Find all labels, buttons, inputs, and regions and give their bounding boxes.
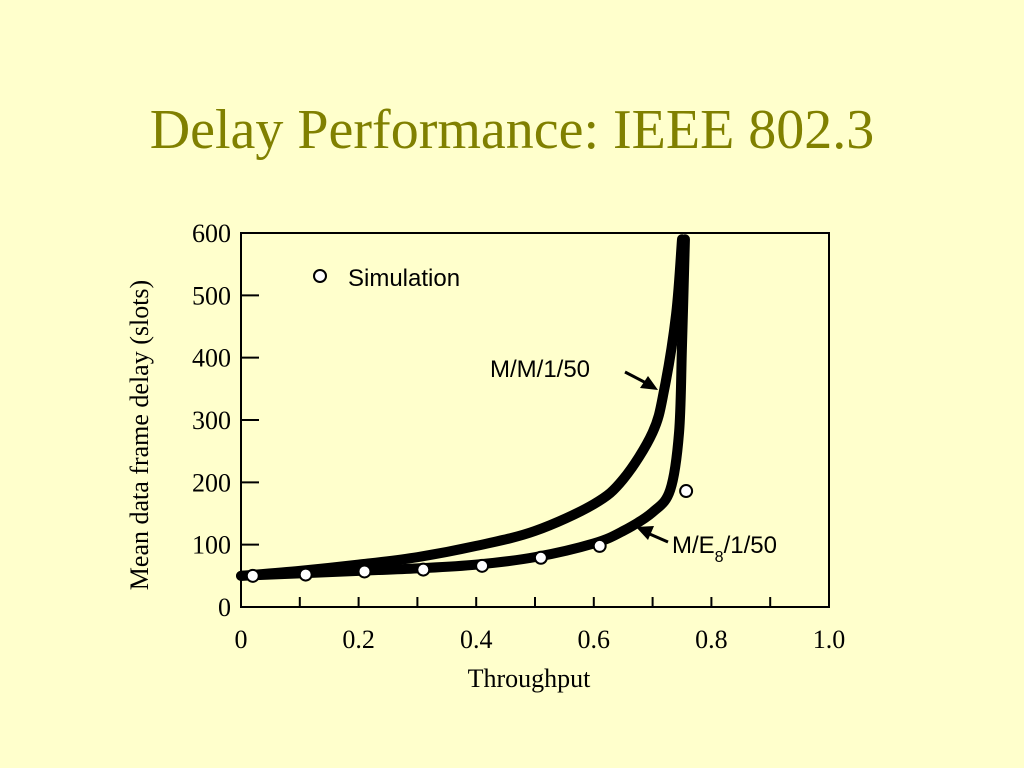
y-tick-label: 200 <box>192 468 231 497</box>
y-tick-label: 100 <box>192 531 231 560</box>
x-tick-label: 0.2 <box>342 625 375 654</box>
simulation-point <box>245 568 260 583</box>
x-tick-label: 0.6 <box>578 625 611 654</box>
series-line-m-e8-1-50 <box>236 234 690 581</box>
y-tick-label: 0 <box>218 593 231 622</box>
me8-arrowhead <box>636 526 654 540</box>
legend-label: Simulation <box>348 265 460 292</box>
x-axis-title: Throughput <box>468 664 592 693</box>
simulation-markers <box>245 484 694 583</box>
x-tick-label: 0.4 <box>460 625 493 654</box>
me8-annotation: M/E8/1/50 <box>672 532 777 566</box>
me8-subscript: 8 <box>715 549 724 566</box>
mm1-annotation: M/M/1/50 <box>490 356 590 383</box>
simulation-point <box>475 558 490 573</box>
simulation-point <box>357 564 372 579</box>
x-tick-label: 1.0 <box>813 625 846 654</box>
mm1-arrowhead <box>640 376 658 390</box>
y-tick-label: 500 <box>192 281 231 310</box>
me8-prefix: M/E <box>672 532 715 559</box>
simulation-point <box>679 484 694 499</box>
simulation-point <box>298 567 313 582</box>
x-tick-label: 0 <box>235 625 248 654</box>
y-tick-label: 400 <box>192 344 231 373</box>
slide-title: Delay Performance: IEEE 802.3 <box>149 99 875 161</box>
x-tick-label: 0.8 <box>695 625 728 654</box>
simulation-point <box>592 538 607 553</box>
y-tick-label: 300 <box>192 406 231 435</box>
series-line-m-m-1-50 <box>236 234 687 581</box>
simulation-point <box>416 562 431 577</box>
series-curves <box>236 234 690 581</box>
legend-marker <box>313 269 327 283</box>
y-tick-label: 600 <box>192 219 231 248</box>
y-axis-title: Mean data frame delay (slots) <box>125 280 154 590</box>
simulation-point <box>533 550 548 565</box>
me8-suffix: /1/50 <box>724 532 777 559</box>
axis-ticks: 0 0.2 0.4 0.6 0.8 1.0 0 100 200 300 400 500 600 <box>192 219 845 654</box>
